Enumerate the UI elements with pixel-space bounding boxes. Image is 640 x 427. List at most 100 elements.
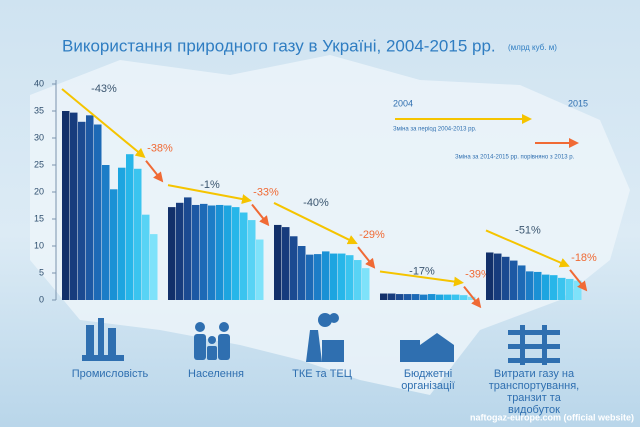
- bar: [274, 224, 282, 300]
- recent-arrow: [145, 160, 164, 183]
- y-tick-label: 35: [34, 105, 44, 115]
- bar: [550, 275, 558, 300]
- category-label: ТКЕ та ТЕЦ: [292, 368, 352, 380]
- bar: [70, 112, 78, 301]
- bar: [86, 115, 94, 300]
- category-label: Витрати газу на транспортування, транзит…: [488, 368, 580, 416]
- icon-plant: [306, 313, 344, 362]
- bar: [338, 253, 346, 300]
- y-tick-label: 25: [34, 159, 44, 169]
- icon-building: [400, 333, 454, 362]
- bar: [314, 254, 322, 300]
- bar: [444, 294, 452, 300]
- bar: [142, 214, 150, 300]
- bar: [428, 294, 436, 300]
- bar: [94, 124, 102, 300]
- bar: [126, 154, 134, 300]
- bar: [256, 239, 264, 300]
- period-change-label: -40%: [303, 197, 329, 209]
- bar: [534, 271, 542, 300]
- period-change-label: -17%: [409, 265, 435, 277]
- chart-subtitle: (млрд куб. м): [508, 43, 557, 52]
- period-arrow: [273, 202, 358, 245]
- category-label: Бюджетні організації: [401, 368, 455, 392]
- bar: [184, 197, 192, 300]
- bar: [78, 121, 86, 300]
- y-tick-label: 10: [34, 240, 44, 250]
- bar: [150, 234, 158, 300]
- recent-arrow: [463, 285, 482, 309]
- period-change-label: -51%: [515, 224, 541, 236]
- recent-arrow: [357, 246, 376, 269]
- bar: [224, 205, 232, 300]
- recent-change-label: -29%: [359, 229, 385, 241]
- legend-end: 2015: [568, 98, 588, 108]
- bar: [502, 256, 510, 300]
- y-tick-label: 20: [34, 186, 44, 196]
- recent-change-label: -38%: [147, 143, 173, 155]
- bar: [232, 207, 240, 300]
- icons: [82, 313, 560, 365]
- bar: [510, 260, 518, 300]
- recent-arrow: [569, 269, 588, 292]
- period-arrow: [485, 229, 570, 268]
- bar: [110, 189, 118, 300]
- period-arrow: [379, 270, 464, 287]
- bar: [290, 236, 298, 300]
- bar: [282, 227, 290, 300]
- icon-industry: [82, 318, 124, 361]
- bar: [420, 294, 428, 300]
- legend-period-note: Зміна за період 2004-2013 рр.: [393, 127, 477, 133]
- bar: [460, 295, 468, 300]
- legend-start: 2004: [393, 98, 413, 108]
- bar: [248, 220, 256, 300]
- bar: [354, 260, 362, 300]
- bar: [192, 204, 200, 300]
- recent-change-label: -39%: [465, 269, 491, 281]
- bar: [436, 294, 444, 300]
- period-change-label: -1%: [200, 179, 220, 191]
- bar: [346, 255, 354, 300]
- icon-pipes: [508, 325, 560, 365]
- bar: [558, 277, 566, 300]
- recent-change-label: -33%: [253, 186, 279, 198]
- bar: [200, 203, 208, 300]
- bar: [298, 246, 306, 300]
- bar: [176, 202, 184, 300]
- y-tick-label: 0: [39, 294, 44, 304]
- bar: [322, 251, 330, 300]
- bar: [240, 212, 248, 300]
- period-arrow: [167, 184, 252, 204]
- bar: [208, 205, 216, 300]
- bar: [396, 294, 404, 300]
- chart-title: Використання природного газу в Україні, …: [62, 36, 496, 55]
- category-label: Промисловість: [71, 368, 149, 380]
- recent-arrow: [251, 203, 270, 227]
- bar: [494, 253, 502, 300]
- bar: [518, 265, 526, 300]
- bar: [404, 294, 412, 300]
- bar: [62, 111, 70, 300]
- bar: [216, 204, 224, 300]
- period-arrow: [61, 88, 146, 159]
- bar: [412, 294, 420, 300]
- period-change-label: -43%: [91, 83, 117, 95]
- category-label: Населення: [188, 368, 244, 380]
- y-tick-label: 15: [34, 213, 44, 223]
- bar: [134, 168, 142, 300]
- source: naftogaz-europe.com (official website): [470, 412, 634, 422]
- bar: [452, 294, 460, 300]
- bar: [168, 207, 176, 300]
- bar: [542, 274, 550, 300]
- bar: [306, 254, 314, 300]
- y-tick-label: 30: [34, 132, 44, 142]
- bar: [118, 167, 126, 300]
- recent-change-label: -18%: [571, 252, 597, 264]
- bar: [566, 278, 574, 300]
- bar: [330, 253, 338, 300]
- bar: [388, 293, 396, 300]
- bar: [380, 293, 388, 300]
- icon-people: [194, 322, 230, 360]
